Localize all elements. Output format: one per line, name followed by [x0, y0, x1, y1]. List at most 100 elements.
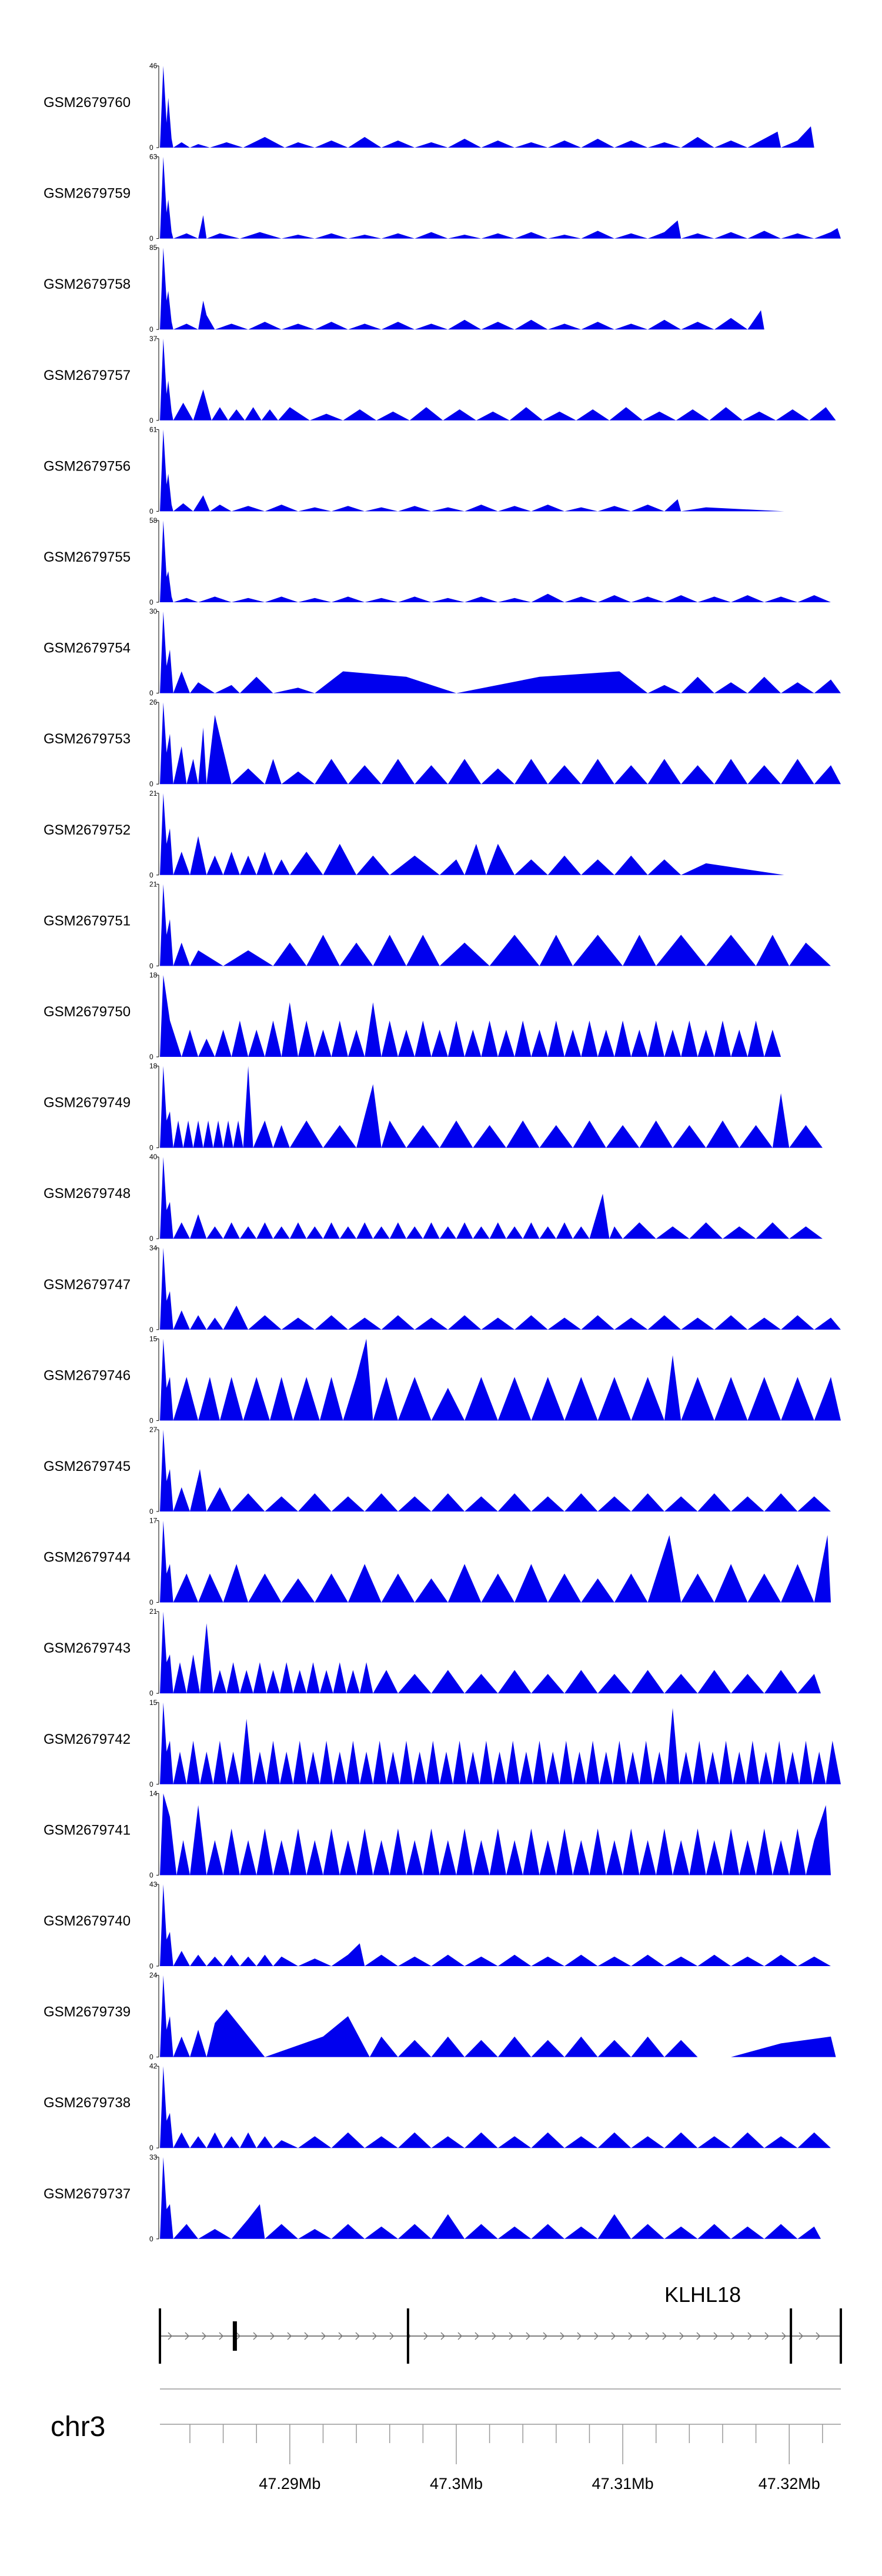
- strand-chevron: [509, 2332, 514, 2340]
- track-label: GSM2679739: [44, 2004, 131, 2020]
- strand-chevron: [457, 2332, 463, 2340]
- strand-chevron: [440, 2332, 446, 2340]
- track-GSM2679760: GSM2679760 46 0: [44, 62, 826, 152]
- track-label: GSM2679742: [44, 1731, 131, 1747]
- coverage-area: [160, 975, 798, 1057]
- y-max-label: 34: [149, 1244, 158, 1252]
- track-GSM2679757: GSM2679757 37 0: [44, 335, 836, 425]
- strand-chevron: [338, 2332, 343, 2340]
- strand-chevron: [168, 2332, 173, 2340]
- y-max-label: 27: [149, 1426, 158, 1434]
- track-GSM2679755: GSM2679755 58 0: [44, 516, 841, 606]
- exon-mark: [406, 2308, 409, 2364]
- coverage-area: [160, 884, 841, 966]
- y-min-label: 0: [149, 2235, 153, 2243]
- strand-chevron: [423, 2332, 429, 2340]
- track-label: GSM2679740: [44, 1913, 131, 1929]
- track-GSM2679754: GSM2679754 30 0: [44, 608, 841, 698]
- track-GSM2679745: GSM2679745 27 0: [44, 1426, 831, 1516]
- track-GSM2679743: GSM2679743 21 0: [44, 1607, 821, 1697]
- y-max-label: 26: [149, 698, 158, 706]
- y-max-label: 33: [149, 2153, 158, 2161]
- strand-chevron: [645, 2332, 650, 2340]
- strand-chevron: [764, 2332, 770, 2340]
- track-label: GSM2679751: [44, 913, 131, 929]
- y-max-label: 30: [149, 608, 158, 616]
- coverage-tracks: GSM2679760460GSM2679759630GSM2679758850G…: [44, 62, 841, 2243]
- track-label: GSM2679754: [44, 640, 131, 656]
- strand-chevron: [662, 2332, 667, 2340]
- strand-chevron: [219, 2332, 224, 2340]
- y-max-label: 46: [149, 62, 158, 70]
- strand-chevron: [253, 2332, 258, 2340]
- track-label: GSM2679753: [44, 731, 131, 747]
- track-GSM2679758: GSM2679758 85 0: [44, 243, 811, 333]
- y-max-label: 42: [149, 2062, 158, 2070]
- track-label: GSM2679737: [44, 2186, 131, 2202]
- strand-chevron: [543, 2332, 548, 2340]
- strand-chevron: [594, 2332, 599, 2340]
- track-label: GSM2679748: [44, 1186, 131, 1202]
- genome-axis: chr3 47.29Mb 47.3Mb 47.31Mb 47.32Mb: [51, 2388, 841, 2492]
- strand-chevron: [730, 2332, 736, 2340]
- track-GSM2679742: GSM2679742 15 0: [44, 1699, 841, 1788]
- strand-chevron: [560, 2332, 565, 2340]
- y-min-label: 0: [149, 871, 153, 879]
- coverage-area: [160, 1520, 831, 1603]
- axis-tick-label: 47.29Mb: [259, 2475, 320, 2492]
- track-GSM2679748: GSM2679748 40 0: [44, 1153, 823, 1243]
- strand-chevron: [577, 2332, 582, 2340]
- coverage-area: [160, 1975, 836, 2057]
- coverage-area: [160, 520, 841, 602]
- coverage-area: [160, 1339, 841, 1421]
- strand-chevron: [287, 2332, 292, 2340]
- coverage-area: [160, 1611, 821, 1694]
- strand-chevron: [185, 2332, 190, 2340]
- y-min-label: 0: [149, 1780, 153, 1788]
- y-max-label: 63: [149, 153, 158, 161]
- track-label: GSM2679743: [44, 1640, 131, 1656]
- coverage-area: [160, 702, 841, 785]
- strand-chevron: [355, 2332, 360, 2340]
- track-label: GSM2679758: [44, 276, 131, 292]
- track-GSM2679749: GSM2679749 18 0: [44, 1062, 841, 1152]
- track-label: GSM2679755: [44, 549, 131, 565]
- strand-chevron: [816, 2332, 821, 2340]
- y-max-label: 21: [149, 880, 158, 888]
- track-GSM2679756: GSM2679756 61 0: [44, 425, 784, 515]
- y-min-label: 0: [149, 689, 153, 698]
- strand-chevron: [611, 2332, 616, 2340]
- coverage-area: [160, 1793, 831, 1876]
- track-label: GSM2679741: [44, 1822, 131, 1838]
- strand-chevron: [526, 2332, 531, 2340]
- track-GSM2679747: GSM2679747 34 0: [44, 1244, 841, 1334]
- y-max-label: 18: [149, 971, 158, 979]
- strand-chevron: [799, 2332, 804, 2340]
- coverage-area: [160, 1702, 841, 1784]
- track-label: GSM2679747: [44, 1277, 131, 1293]
- y-max-label: 24: [149, 1971, 158, 1980]
- track-label: GSM2679749: [44, 1095, 131, 1111]
- y-min-label: 0: [149, 1689, 153, 1697]
- strand-chevron: [628, 2332, 633, 2340]
- y-max-label: 15: [149, 1334, 158, 1343]
- y-min-label: 0: [149, 1962, 153, 1970]
- y-min-label: 0: [149, 1507, 153, 1516]
- exon-mark: [840, 2308, 842, 2364]
- coverage-area: [160, 2157, 821, 2239]
- strand-chevron: [475, 2332, 480, 2340]
- track-label: GSM2679760: [44, 95, 131, 111]
- coverage-area: [160, 1884, 841, 1966]
- y-max-label: 85: [149, 243, 158, 252]
- gene-track: KLHL18: [159, 2283, 842, 2364]
- strand-chevron: [696, 2332, 701, 2340]
- coverage-area: [160, 66, 826, 148]
- coverage-area: [160, 611, 841, 693]
- coverage-area: [160, 1430, 831, 1511]
- track-GSM2679752: GSM2679752 21 0: [44, 789, 784, 879]
- y-max-label: 37: [149, 335, 158, 343]
- exon-mark: [232, 2321, 237, 2351]
- y-min-label: 0: [149, 2053, 153, 2061]
- strand-chevron: [270, 2332, 275, 2340]
- y-min-label: 0: [149, 1416, 153, 1424]
